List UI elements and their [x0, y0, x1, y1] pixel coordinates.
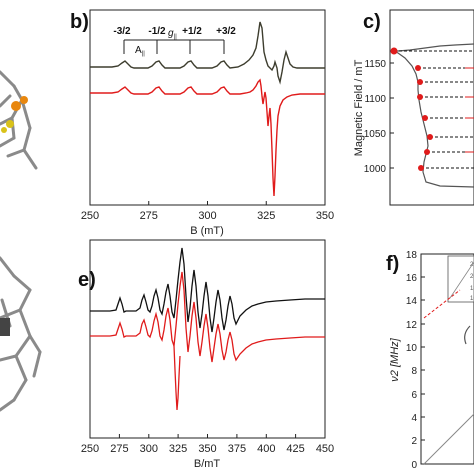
- panel-c-frame: [389, 9, 474, 206]
- panel-c-ytick-1100: 1100: [364, 94, 386, 105]
- panel-f-arc: [464, 325, 471, 345]
- panel-c-ytick-1150: 1150: [364, 59, 386, 70]
- panel-c-ytick-1050: 1050: [364, 129, 387, 140]
- panel-f-ytick-14: 14: [406, 296, 418, 307]
- panel-e-label: e): [78, 269, 96, 291]
- panel-f-ytick-18: 18: [406, 250, 418, 261]
- panel-c-markers: [390, 47, 433, 171]
- panel-b-xtick-300: 300: [198, 210, 216, 222]
- panel-f-gray-line: [423, 413, 474, 465]
- panel-b-frame: [89, 9, 326, 206]
- panel-c-spectrum-trace: [393, 43, 474, 188]
- svg-text:16: 16: [470, 296, 474, 302]
- hyperfine-stick-diagram: [123, 39, 225, 54]
- panel-f-frame: [420, 253, 474, 465]
- panel-c-label: c): [363, 11, 381, 33]
- panel-f-ytick-8: 8: [411, 366, 417, 377]
- panel-e-experimental-trace: [90, 247, 325, 333]
- panel-c-ytick-1000: 1000: [364, 164, 387, 175]
- panel-c-transition-lines: [394, 50, 474, 169]
- panel-b-xtick-275: 275: [140, 210, 158, 222]
- panel-b-xtick-250: 250: [81, 210, 99, 222]
- molecule-structure-bottom: [0, 256, 42, 412]
- panel-c-transition-ticks: [465, 67, 474, 153]
- panel-e-xtick-450: 450: [316, 443, 334, 455]
- mi-label-p1/2: +1/2: [182, 26, 202, 37]
- g-parallel-label: g||: [168, 28, 177, 40]
- panel-b-label: b): [70, 11, 89, 33]
- panel-f-label: f): [386, 253, 399, 275]
- panel-f-ytick-10: 10: [406, 343, 418, 354]
- panel-f-red-dashed-line: [423, 289, 461, 319]
- panel-b-experimental-trace: [90, 21, 325, 85]
- panel-e-xlabel: B/mT: [194, 458, 221, 470]
- panel-e-deep-dip: [173, 345, 181, 411]
- panel-e-x-ticks: [89, 434, 326, 438]
- panel-e-xtick-275: 275: [110, 443, 128, 455]
- panel-c-ylabel: Magnetic Field / mT: [353, 59, 365, 156]
- molecule-structure-top: [0, 70, 38, 170]
- mi-label-m1/2: -1/2: [148, 26, 166, 37]
- mi-label-m3/2: -3/2: [113, 26, 131, 37]
- panel-f-ylabel: ν2 [MHz]: [389, 337, 401, 381]
- panel-f-ytick-12: 12: [406, 320, 418, 331]
- panel-e-xtick-325: 325: [169, 443, 187, 455]
- a-parallel-label: A||: [135, 45, 145, 57]
- panel-f-y-ticks: [421, 253, 425, 465]
- mi-label-p3/2: +3/2: [216, 26, 236, 37]
- panel-b-xtick-350: 350: [316, 210, 334, 222]
- panel-f-ytick-0: 0: [411, 460, 417, 471]
- panel-b-xtick-325: 325: [257, 210, 275, 222]
- panel-e-simulated-trace: [90, 271, 325, 363]
- panel-f-ytick-16: 16: [406, 273, 418, 284]
- panel-e-xtick-400: 400: [257, 443, 275, 455]
- panel-b-xlabel: B (mT): [190, 225, 224, 237]
- svg-text:20: 20: [470, 274, 474, 280]
- panel-f-inset: 22 20 18 16: [447, 255, 474, 303]
- panel-b-x-ticks: [89, 201, 326, 205]
- panel-e-xtick-425: 425: [286, 443, 304, 455]
- panel-f-ytick-2: 2: [411, 436, 417, 447]
- panel-e-frame: [89, 239, 326, 439]
- panel-e-xtick-350: 350: [198, 443, 216, 455]
- panel-c-y-ticks: [390, 62, 394, 169]
- panel-b-simulated-trace: [90, 78, 325, 197]
- panel-f-ytick-6: 6: [411, 390, 417, 401]
- panel-e-xtick-375: 375: [228, 443, 246, 455]
- svg-text:18: 18: [470, 286, 474, 292]
- panel-f-ytick-4: 4: [411, 413, 417, 424]
- panel-e-xtick-250: 250: [81, 443, 99, 455]
- panel-e-xtick-300: 300: [140, 443, 158, 455]
